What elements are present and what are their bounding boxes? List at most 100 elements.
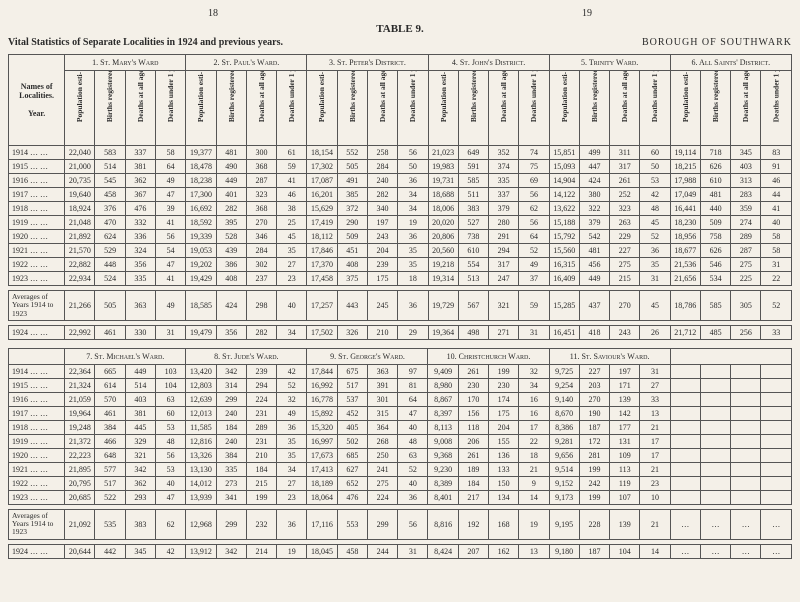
data-cell: 21,892 xyxy=(65,230,95,244)
data-cell: 35 xyxy=(398,258,428,272)
col-header: Population esti- mated to middle of each… xyxy=(307,71,337,146)
data-cell: 22,364 xyxy=(65,364,95,378)
data-cell: 529 xyxy=(95,244,125,258)
data-cell: 34 xyxy=(398,188,428,202)
data-cell: 261 xyxy=(610,174,640,188)
data-cell: 60 xyxy=(156,406,186,420)
data-cell: 46 xyxy=(761,174,792,188)
data-cell: 324 xyxy=(125,244,155,258)
data-cell: 52 xyxy=(761,291,792,321)
data-cell: 10 xyxy=(640,490,670,504)
col-header: Births registered. xyxy=(337,71,367,146)
data-cell: 23 xyxy=(277,490,307,504)
data-cell: 18,215 xyxy=(670,160,700,174)
data-cell: 22 xyxy=(519,434,549,448)
data-cell: 21,372 xyxy=(65,434,95,448)
data-cell: 517 xyxy=(95,476,125,490)
data-cell: 289 xyxy=(731,230,761,244)
data-cell: 545 xyxy=(95,174,125,188)
data-cell: 133 xyxy=(489,462,519,476)
data-cell xyxy=(670,462,700,476)
col-header: Deaths under 1 year. xyxy=(640,71,670,146)
data-cell: 199 xyxy=(579,490,609,504)
data-cell: 244 xyxy=(367,544,397,558)
data-cell: 31 xyxy=(519,325,549,339)
data-cell: 40 xyxy=(398,476,428,490)
data-cell: 50 xyxy=(640,160,670,174)
data-cell: 224 xyxy=(367,490,397,504)
year-cell: 1917 … … xyxy=(9,188,65,202)
data-cell: 203 xyxy=(579,378,609,392)
data-cell: 16,692 xyxy=(186,202,216,216)
data-cell: 424 xyxy=(216,291,246,321)
data-cell: … xyxy=(731,544,761,558)
col-header: Population esti- mated to middle of each… xyxy=(186,71,216,146)
data-cell: 340 xyxy=(367,202,397,216)
data-cell: 17,413 xyxy=(307,462,337,476)
data-cell: 362 xyxy=(125,174,155,188)
data-cell: 18,786 xyxy=(670,291,700,321)
data-cell: 270 xyxy=(610,291,640,321)
year-cell: 1918 … … xyxy=(9,202,65,216)
year-cell: 1915 … … xyxy=(9,378,65,392)
data-cell: 19,377 xyxy=(186,146,216,160)
data-cell: 58 xyxy=(156,146,186,160)
data-cell: 14,012 xyxy=(186,476,216,490)
data-cell: … xyxy=(761,544,792,558)
data-cell: 585 xyxy=(700,291,730,321)
data-cell: 16,778 xyxy=(307,392,337,406)
data-cell: 448 xyxy=(95,258,125,272)
data-cell: 42 xyxy=(156,544,186,558)
data-cell: 363 xyxy=(367,364,397,378)
data-cell: 299 xyxy=(367,509,397,539)
data-cell: 210 xyxy=(367,325,397,339)
data-cell: 383 xyxy=(458,202,488,216)
data-cell: 250 xyxy=(367,448,397,462)
data-cell: 64 xyxy=(398,392,428,406)
data-cell: 21 xyxy=(640,509,670,539)
data-cell: 33 xyxy=(640,392,670,406)
data-cell: 18,064 xyxy=(307,490,337,504)
data-cell: 83 xyxy=(761,146,792,160)
data-cell: 9,254 xyxy=(549,378,579,392)
data-cell: 294 xyxy=(246,378,276,392)
data-cell xyxy=(700,392,730,406)
data-cell: 31 xyxy=(156,325,186,339)
data-cell: 542 xyxy=(579,230,609,244)
year-cell: 1922 … … xyxy=(9,476,65,490)
data-cell: 368 xyxy=(246,202,276,216)
data-cell: 34 xyxy=(277,462,307,476)
section-header xyxy=(670,348,791,364)
data-cell: 341 xyxy=(216,490,246,504)
data-cell: 17,049 xyxy=(670,188,700,202)
data-cell: 58 xyxy=(761,244,792,258)
data-cell: 32 xyxy=(277,392,307,406)
data-cell: 490 xyxy=(216,160,246,174)
data-cell: 12,816 xyxy=(186,434,216,448)
data-cell: 142 xyxy=(610,406,640,420)
data-cell: 591 xyxy=(458,160,488,174)
data-cell: 243 xyxy=(610,325,640,339)
data-cell: 52 xyxy=(640,230,670,244)
data-cell: 299 xyxy=(216,392,246,406)
data-cell: 21,266 xyxy=(65,291,95,321)
data-cell: 16,992 xyxy=(307,378,337,392)
data-cell: 418 xyxy=(579,325,609,339)
data-cell: 284 xyxy=(246,244,276,258)
data-cell: 9,409 xyxy=(428,364,458,378)
data-cell: 20,795 xyxy=(65,476,95,490)
data-cell xyxy=(761,476,792,490)
year-cell: 1921 … … xyxy=(9,462,65,476)
data-cell: 15,560 xyxy=(549,244,579,258)
data-cell: 461 xyxy=(95,325,125,339)
data-cell: 139 xyxy=(610,509,640,539)
data-cell: 302 xyxy=(246,258,276,272)
data-cell: 26 xyxy=(640,325,670,339)
data-cell: 440 xyxy=(700,202,730,216)
data-cell xyxy=(761,392,792,406)
page-num-right: 19 xyxy=(582,8,592,19)
data-cell: 458 xyxy=(95,188,125,202)
data-cell: 403 xyxy=(125,392,155,406)
data-cell: … xyxy=(700,509,730,539)
data-cell: 19,314 xyxy=(428,272,458,286)
